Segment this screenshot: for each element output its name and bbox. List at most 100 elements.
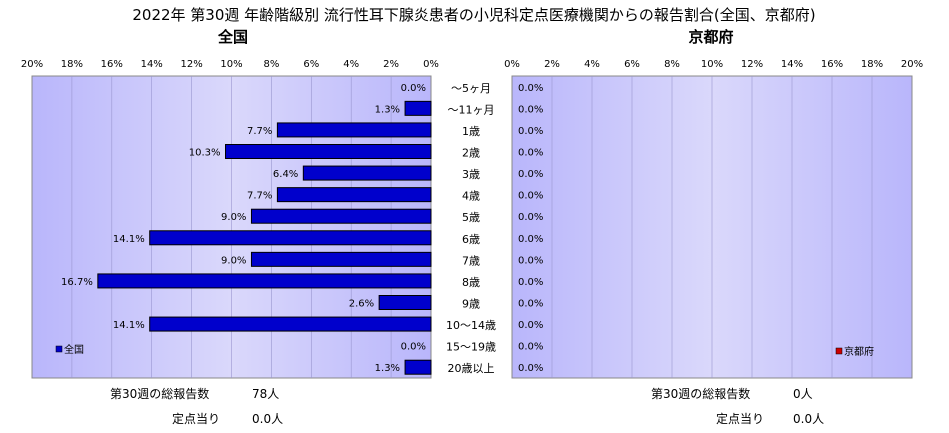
kyoto-total-label: 第30週の総報告数 [651, 387, 751, 401]
category-label: 5歳 [462, 211, 480, 224]
left-value-label: 10.3% [189, 148, 221, 159]
left-x-tick-label: 0% [423, 59, 439, 70]
left-x-tick-label: 18% [61, 59, 83, 70]
left-x-tick-label: 10% [220, 59, 242, 70]
left-x-tick-labels: 0% 2% 4% 6% 8% 10% 12% 14% 16% 18% 20% [21, 59, 439, 70]
kyoto-per-label: 定点当り [716, 412, 765, 426]
left-x-tick-label: 12% [180, 59, 202, 70]
right-gridlines [551, 76, 873, 378]
left-value-label: 16.7% [61, 277, 93, 288]
right-x-tick-labels: 0% 2% 4% 6% 8% 10% 12% 14% 16% 18% 20% [504, 59, 923, 70]
left-legend: 全国 [55, 343, 84, 356]
left-value-label: 9.0% [221, 212, 246, 223]
left-bar [276, 187, 432, 203]
left-value-label: 14.1% [113, 320, 145, 331]
left-legend-label: 全国 [64, 343, 84, 356]
left-x-tick-label: 16% [101, 59, 123, 70]
left-bar [149, 316, 432, 332]
right-legend: 京都府 [835, 345, 874, 358]
left-bar [250, 208, 432, 224]
right-value-label: 0.0% [518, 320, 543, 331]
category-label: 4歳 [462, 190, 480, 203]
left-bar [250, 251, 432, 267]
right-x-tick-label: 2% [544, 59, 560, 70]
left-x-tick-label: 4% [343, 59, 359, 70]
right-x-tick-label: 6% [624, 59, 640, 70]
left-value-label: 0.0% [401, 342, 426, 353]
left-legend-swatch [55, 345, 63, 353]
category-label: 20歳以上 [448, 362, 495, 375]
category-label: 15～19歳 [446, 341, 496, 354]
category-label: 6歳 [462, 233, 480, 246]
right-value-label: 0.0% [518, 299, 543, 310]
left-value-label: 2.6% [349, 299, 374, 310]
right-value-labels: 0.0% 0.0% 0.0% 0.0% 0.0% 0.0% 0.0% 0.0% 0.0% 0.0%… [518, 83, 543, 374]
left-bar [404, 359, 432, 375]
left-x-tick-label: 20% [21, 59, 43, 70]
chart-title: 2022年 第30週 年齢階級別 流行性耳下腺炎患者の小児科定点医療機関からの報… [132, 6, 815, 24]
right-x-tick-label: 0% [504, 59, 520, 70]
left-bar [404, 100, 432, 116]
national-total-value: 78人 [252, 387, 280, 401]
left-value-label: 7.7% [247, 191, 272, 202]
right-value-label: 0.0% [518, 363, 543, 374]
right-value-label: 0.0% [518, 191, 543, 202]
left-x-tick-label: 14% [141, 59, 163, 70]
national-total-label: 第30週の総報告数 [110, 387, 210, 401]
category-label: 8歳 [462, 276, 480, 289]
right-value-label: 0.0% [518, 234, 543, 245]
right-value-label: 0.0% [518, 148, 543, 159]
left-value-label: 9.0% [221, 255, 246, 266]
kyoto-per-value: 0.0人 [793, 412, 825, 426]
left-bar [149, 230, 432, 246]
right-value-label: 0.0% [518, 104, 543, 115]
right-value-label: 0.0% [518, 83, 543, 94]
category-label: 9歳 [462, 298, 480, 311]
category-labels: ～5ヶ月 ～11ヶ月 1歳 2歳 3歳 4歳 5歳 6歳 7歳 8歳 9歳 10～14歳 15～19歳 2… [446, 82, 496, 375]
left-bar [97, 273, 432, 289]
left-value-label: 1.3% [375, 363, 400, 374]
right-x-tick-label: 10% [701, 59, 723, 70]
left-bar [302, 165, 432, 181]
left-bar [378, 295, 432, 310]
left-value-labels: 0.0%1.3%7.7%10.3%6.4%7.7%9.0%14.1%9.0%16… [61, 83, 426, 374]
left-bar [225, 144, 432, 159]
left-value-label: 0.0% [401, 83, 426, 94]
category-label: ～5ヶ月 [451, 82, 491, 95]
left-x-tick-label: 2% [383, 59, 399, 70]
right-x-tick-label: 20% [901, 59, 923, 70]
category-label: ～11ヶ月 [448, 103, 495, 116]
left-x-tick-label: 6% [303, 59, 319, 70]
right-subtitle: 京都府 [688, 28, 733, 46]
left-x-tick-label: 8% [263, 59, 279, 70]
right-x-tick-label: 8% [664, 59, 680, 70]
national-per-label: 定点当り [172, 412, 221, 426]
category-label: 1歳 [462, 125, 480, 138]
right-value-label: 0.0% [518, 277, 543, 288]
right-legend-label: 京都府 [844, 345, 874, 358]
left-value-label: 1.3% [375, 104, 400, 115]
category-label: 10～14歳 [446, 319, 496, 332]
left-subtitle: 全国 [217, 28, 248, 46]
right-x-tick-label: 14% [781, 59, 803, 70]
left-bars [97, 100, 432, 375]
category-label: 2歳 [462, 147, 480, 160]
right-legend-swatch [835, 347, 843, 355]
category-label: 7歳 [462, 254, 480, 267]
kyoto-total-value: 0人 [793, 387, 813, 401]
right-x-tick-label: 16% [821, 59, 843, 70]
national-per-value: 0.0人 [252, 412, 284, 426]
right-x-tick-label: 4% [584, 59, 600, 70]
left-value-label: 7.7% [247, 126, 272, 137]
right-value-label: 0.0% [518, 169, 543, 180]
right-value-label: 0.0% [518, 212, 543, 223]
right-x-tick-label: 12% [741, 59, 763, 70]
category-label: 3歳 [462, 168, 480, 181]
right-value-label: 0.0% [518, 255, 543, 266]
right-value-label: 0.0% [518, 342, 543, 353]
right-x-tick-label: 18% [861, 59, 883, 70]
left-bar [276, 122, 432, 138]
right-value-label: 0.0% [518, 126, 543, 137]
left-value-label: 6.4% [273, 169, 298, 180]
